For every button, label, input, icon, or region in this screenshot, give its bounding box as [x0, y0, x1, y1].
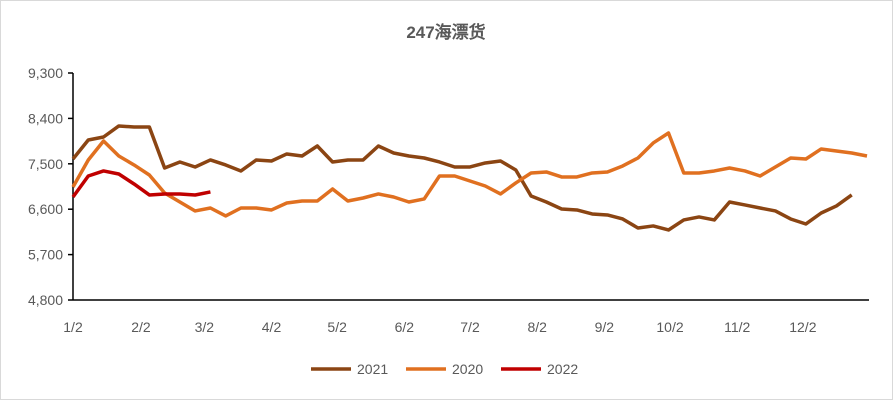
y-tick-label: 8,400 [28, 110, 63, 126]
chart-title: 247海漂货 [406, 22, 485, 42]
y-axis: 4,800 5,700 6,600 7,500 8,400 9,300 [28, 65, 74, 308]
y-tick-label: 9,300 [28, 65, 63, 81]
x-tick-label: 2/2 [131, 319, 151, 335]
x-tick-label: 4/2 [262, 319, 282, 335]
y-tick-label: 7,500 [28, 156, 63, 172]
series-line-2020 [71, 131, 868, 218]
x-tick-label: 8/2 [527, 319, 547, 335]
y-tick-label: 6,600 [28, 201, 63, 217]
x-tick-label: 6/2 [395, 319, 415, 335]
legend: 2021 2020 2022 [311, 361, 578, 377]
x-tick-label: 7/2 [460, 319, 480, 335]
x-axis: 1/2 2/2 3/2 4/2 5/2 6/2 7/2 8/2 9/2 10/2 11/2 12/2 [63, 299, 869, 335]
x-tick-label: 12/2 [789, 319, 816, 335]
x-tick-label: 5/2 [327, 319, 347, 335]
x-tick-label: 3/2 [195, 319, 215, 335]
x-tick-label: 1/2 [63, 319, 83, 335]
x-tick-label: 9/2 [595, 319, 615, 335]
series-line-2022 [71, 169, 211, 199]
legend-label: 2022 [547, 361, 578, 377]
x-tick-label: 11/2 [724, 319, 750, 335]
y-tick-label: 4,800 [28, 292, 63, 308]
x-tick-label: 10/2 [656, 319, 683, 335]
legend-label: 2020 [452, 361, 483, 377]
legend-label: 2021 [357, 361, 388, 377]
series-lines [71, 124, 868, 232]
series-line-2021 [71, 124, 853, 232]
y-tick-label: 5,700 [28, 247, 63, 263]
